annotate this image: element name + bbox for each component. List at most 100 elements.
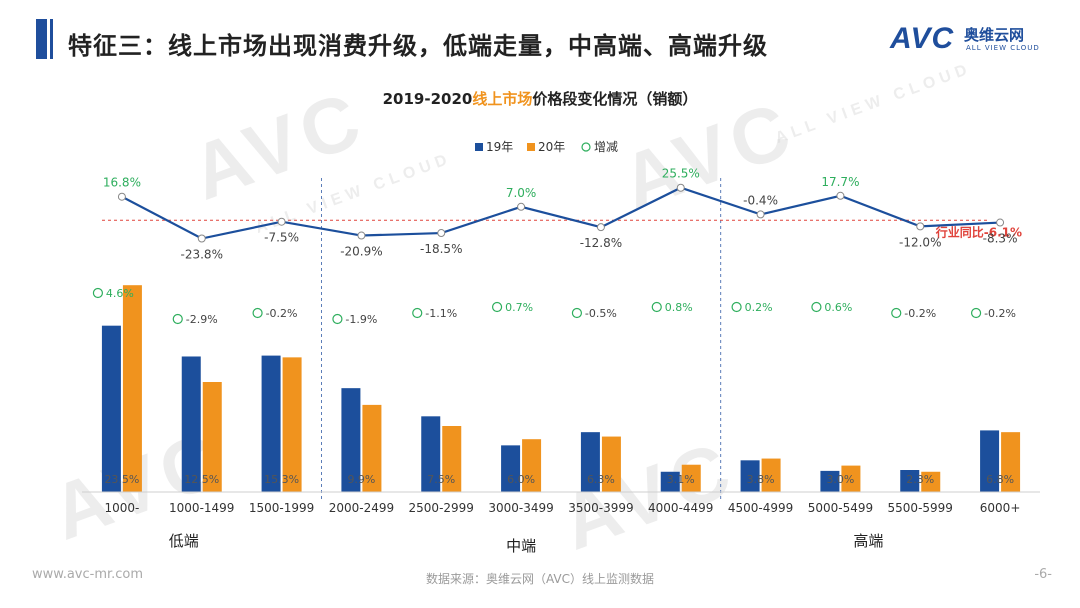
- chart-title-years: 2019-2020: [383, 90, 473, 108]
- share-change-marker: [571, 307, 583, 319]
- bar-20-label: 6.0%: [507, 473, 535, 486]
- yoy-point: [197, 234, 206, 243]
- bar-19: [421, 416, 441, 492]
- bar-20-label: 12.5%: [184, 473, 219, 486]
- bar-19: [580, 432, 600, 492]
- share-change-marker: [412, 307, 423, 319]
- bar-19: [261, 355, 281, 492]
- x-tick-label: 1500-1999: [249, 501, 314, 515]
- share-change-label: -0.2%: [904, 307, 936, 320]
- share-change-marker: [731, 301, 742, 313]
- bar-20-label: 3.8%: [747, 473, 775, 486]
- yoy-point: [676, 183, 685, 192]
- bar-19: [341, 388, 361, 492]
- bar-20: [761, 458, 781, 492]
- bar-20-label: 6.8%: [986, 473, 1014, 486]
- segment-label: 高端: [853, 532, 883, 550]
- bar-19: [820, 470, 840, 492]
- yoy-label: 7.0%: [506, 186, 537, 200]
- x-tick-label: 4500-4999: [728, 501, 793, 515]
- avc-logo: AVC 奥维云网 ALL VIEW CLOUD: [890, 20, 1060, 60]
- segment-label: 中端: [506, 537, 536, 555]
- yoy-label: -18.5%: [420, 242, 462, 256]
- bar-20-label: 15.3%: [264, 473, 299, 486]
- bar-20: [522, 439, 542, 492]
- bar-20: [282, 357, 302, 492]
- title-accent-bar: [36, 19, 47, 59]
- share-change-label: -0.2%: [266, 307, 298, 320]
- x-tick-label: 5000-5499: [808, 501, 873, 515]
- title-accent-bar-thin: [50, 19, 53, 59]
- yoy-label: -8.3%: [983, 232, 1018, 246]
- share-change-marker: [332, 313, 343, 325]
- bar-20-label: 7.5%: [427, 473, 455, 486]
- logo-name-en: ALL VIEW CLOUD: [966, 44, 1040, 52]
- x-tick-label: 1000-1499: [169, 501, 234, 515]
- bar-19: [501, 445, 521, 492]
- yoy-point: [117, 192, 126, 201]
- x-tick-label: 1000-: [104, 501, 139, 515]
- share-change-marker: [651, 301, 662, 313]
- yoy-point: [517, 202, 526, 211]
- bar-20: [202, 382, 222, 492]
- yoy-point: [437, 229, 446, 238]
- share-change-label: 4.6%: [106, 287, 134, 300]
- yoy-label: -12.0%: [899, 235, 941, 249]
- x-tick-label: 2500-2999: [409, 501, 474, 515]
- yoy-point: [756, 210, 765, 219]
- share-change-label: 0.6%: [824, 301, 852, 314]
- legend-swatch-20: [527, 143, 535, 151]
- x-tick-label: 3500-3999: [568, 501, 633, 515]
- bar-19: [980, 430, 1000, 492]
- yoy-label: 17.7%: [821, 175, 859, 189]
- footer-source: 数据来源：奥维云网（AVC）线上监测数据: [425, 572, 655, 586]
- bar-20-label: 3.0%: [826, 473, 854, 486]
- share-change-marker: [970, 307, 982, 319]
- share-change-label: -0.2%: [984, 307, 1016, 320]
- legend-swatch-change: [581, 142, 591, 152]
- share-change-label: 0.7%: [505, 301, 533, 314]
- bar-20-label: 23.5%: [104, 473, 139, 486]
- x-tick-label: 6000+: [980, 501, 1021, 515]
- chart-title: 2019-2020线上市场价格段变化情况（销额）: [383, 90, 698, 108]
- yoy-label: 16.8%: [103, 176, 141, 190]
- x-tick-label: 2000-2499: [329, 501, 394, 515]
- yoy-point: [596, 223, 605, 232]
- share-change-label: -1.1%: [425, 307, 457, 320]
- share-change-label: -2.9%: [186, 313, 218, 326]
- bar-20: [362, 404, 382, 492]
- bar-20-label: 2.3%: [906, 473, 934, 486]
- bar-20: [681, 464, 701, 492]
- share-change-marker: [252, 307, 263, 319]
- segment-label: 低端: [169, 532, 199, 550]
- page-number: -6-: [1034, 567, 1052, 582]
- page-title: 特征三：线上市场出现消费升级，低端走量，中高端、高端升级: [68, 32, 768, 60]
- share-change-marker: [491, 301, 503, 313]
- bar-19: [181, 356, 201, 492]
- bar-20-label: 9.9%: [347, 473, 375, 486]
- bar-19: [900, 470, 920, 492]
- share-change-marker: [891, 307, 902, 319]
- yoy-label: -0.4%: [743, 193, 778, 207]
- bar-20-label: 3.1%: [667, 473, 695, 486]
- yoy-label: -23.8%: [181, 248, 223, 262]
- yoy-point: [357, 231, 366, 240]
- yoy-label: -7.5%: [264, 231, 299, 245]
- yoy-label: -12.8%: [580, 236, 622, 250]
- legend-label-20: 20年: [538, 140, 565, 154]
- logo-name-cn: 奥维云网: [964, 26, 1025, 44]
- footer-url: www.avc-mr.com: [32, 567, 144, 582]
- yoy-label: -20.9%: [340, 245, 382, 259]
- logo-mark: AVC: [890, 22, 955, 55]
- yoy-point: [277, 217, 286, 226]
- yoy-label: 25.5%: [662, 167, 700, 181]
- share-change-marker: [92, 287, 104, 299]
- yoy-growth-line: [121, 186, 1001, 240]
- bar-20-label: 6.3%: [587, 473, 615, 486]
- legend-label-19: 19年: [486, 140, 513, 154]
- bar-20: [601, 436, 621, 492]
- bar-20: [841, 465, 861, 492]
- share-change-label: 0.2%: [745, 301, 773, 314]
- share-change-label: -0.5%: [585, 307, 617, 320]
